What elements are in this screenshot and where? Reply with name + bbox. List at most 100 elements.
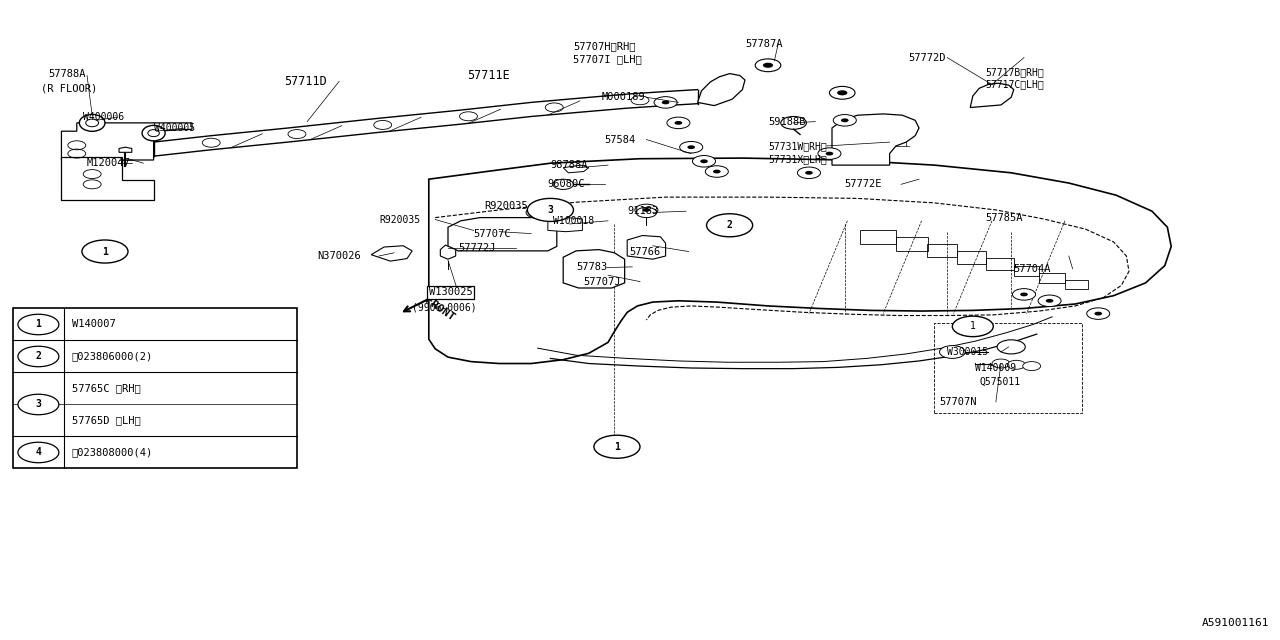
Polygon shape xyxy=(440,245,456,259)
Ellipse shape xyxy=(86,119,99,127)
Text: 57704A: 57704A xyxy=(1014,264,1051,274)
Circle shape xyxy=(833,115,856,126)
Circle shape xyxy=(1020,292,1028,296)
Circle shape xyxy=(829,86,855,99)
Circle shape xyxy=(818,148,841,159)
Polygon shape xyxy=(627,236,666,259)
Circle shape xyxy=(1023,362,1041,371)
Polygon shape xyxy=(970,83,1014,108)
Polygon shape xyxy=(61,123,192,160)
FancyBboxPatch shape xyxy=(13,308,297,468)
Circle shape xyxy=(713,170,721,173)
Circle shape xyxy=(826,152,833,156)
Text: 57707I 〈LH〉: 57707I 〈LH〉 xyxy=(573,54,643,64)
Text: W140007: W140007 xyxy=(72,319,115,330)
Circle shape xyxy=(687,145,695,149)
Text: W400005: W400005 xyxy=(154,123,195,133)
Circle shape xyxy=(18,314,59,335)
Circle shape xyxy=(594,435,640,458)
Text: W130025: W130025 xyxy=(429,287,472,298)
Circle shape xyxy=(952,316,993,337)
Circle shape xyxy=(654,97,677,108)
Circle shape xyxy=(992,359,1010,368)
Polygon shape xyxy=(119,147,132,152)
Text: 1: 1 xyxy=(970,321,975,332)
Text: 57717C〈LH〉: 57717C〈LH〉 xyxy=(986,79,1044,90)
Text: 57765C 〈RH〉: 57765C 〈RH〉 xyxy=(72,383,141,394)
Polygon shape xyxy=(563,165,589,173)
Circle shape xyxy=(1087,308,1110,319)
Text: N370026: N370026 xyxy=(317,251,361,261)
Circle shape xyxy=(18,346,59,367)
Polygon shape xyxy=(832,114,919,165)
Circle shape xyxy=(675,121,682,125)
Polygon shape xyxy=(448,218,557,251)
Text: 57707N: 57707N xyxy=(940,397,977,407)
Text: W400006: W400006 xyxy=(83,112,124,122)
Text: A591001161: A591001161 xyxy=(1202,618,1270,628)
Text: W140009: W140009 xyxy=(975,363,1016,373)
Circle shape xyxy=(680,141,703,153)
Text: 91183: 91183 xyxy=(627,206,658,216)
Text: 2: 2 xyxy=(727,220,732,230)
Ellipse shape xyxy=(142,125,165,141)
Text: 1: 1 xyxy=(36,319,41,330)
Text: 57711D: 57711D xyxy=(284,75,326,88)
Circle shape xyxy=(534,211,541,214)
Polygon shape xyxy=(563,250,625,288)
Circle shape xyxy=(797,167,820,179)
Text: 1: 1 xyxy=(614,442,620,452)
Text: 3: 3 xyxy=(36,399,41,410)
Text: 57787A: 57787A xyxy=(745,38,782,49)
Text: 57783: 57783 xyxy=(576,262,607,272)
Text: 57707J: 57707J xyxy=(584,276,621,287)
Text: (9906-0006): (9906-0006) xyxy=(412,302,476,312)
Polygon shape xyxy=(371,246,412,261)
Circle shape xyxy=(667,117,690,129)
Polygon shape xyxy=(61,157,154,200)
Circle shape xyxy=(553,179,573,189)
Text: ⓝ023806000(2): ⓝ023806000(2) xyxy=(72,351,152,362)
Circle shape xyxy=(781,116,806,129)
Circle shape xyxy=(526,207,549,218)
Text: R920035: R920035 xyxy=(484,201,527,211)
Text: 57717B〈RH〉: 57717B〈RH〉 xyxy=(986,67,1044,77)
Circle shape xyxy=(1007,360,1025,369)
Circle shape xyxy=(1012,289,1036,300)
Polygon shape xyxy=(548,218,582,232)
Text: 57731X〈LH〉: 57731X〈LH〉 xyxy=(768,154,827,164)
Text: Q575011: Q575011 xyxy=(979,377,1020,387)
Text: 57584: 57584 xyxy=(604,134,635,145)
Polygon shape xyxy=(698,74,745,106)
Text: 57731W〈RH〉: 57731W〈RH〉 xyxy=(768,141,827,151)
Text: 3: 3 xyxy=(548,205,553,215)
Circle shape xyxy=(692,156,716,167)
Circle shape xyxy=(841,118,849,122)
Circle shape xyxy=(837,90,847,95)
Circle shape xyxy=(527,198,573,221)
Text: M000189: M000189 xyxy=(602,92,645,102)
Text: 57765D 〈LH〉: 57765D 〈LH〉 xyxy=(72,415,141,426)
Ellipse shape xyxy=(148,129,159,136)
Text: 4: 4 xyxy=(36,447,41,458)
Circle shape xyxy=(997,340,1025,354)
Text: 57707H〈RH〉: 57707H〈RH〉 xyxy=(573,41,636,51)
Text: M120047: M120047 xyxy=(87,158,131,168)
Text: 59188B: 59188B xyxy=(768,116,805,127)
Text: R920035: R920035 xyxy=(379,214,420,225)
Circle shape xyxy=(705,166,728,177)
Text: 96080C: 96080C xyxy=(548,179,585,189)
Circle shape xyxy=(1038,295,1061,307)
Circle shape xyxy=(700,159,708,163)
Circle shape xyxy=(755,59,781,72)
Text: 57772J: 57772J xyxy=(458,243,495,253)
Text: ⓝ023808000(4): ⓝ023808000(4) xyxy=(72,447,152,458)
Text: 57707C: 57707C xyxy=(474,228,511,239)
Circle shape xyxy=(18,394,59,415)
Text: 57766: 57766 xyxy=(630,246,660,257)
Circle shape xyxy=(1094,312,1102,316)
Circle shape xyxy=(635,204,658,216)
Text: 57772D: 57772D xyxy=(909,52,946,63)
Text: 57788A: 57788A xyxy=(49,68,86,79)
Text: 1: 1 xyxy=(102,246,108,257)
